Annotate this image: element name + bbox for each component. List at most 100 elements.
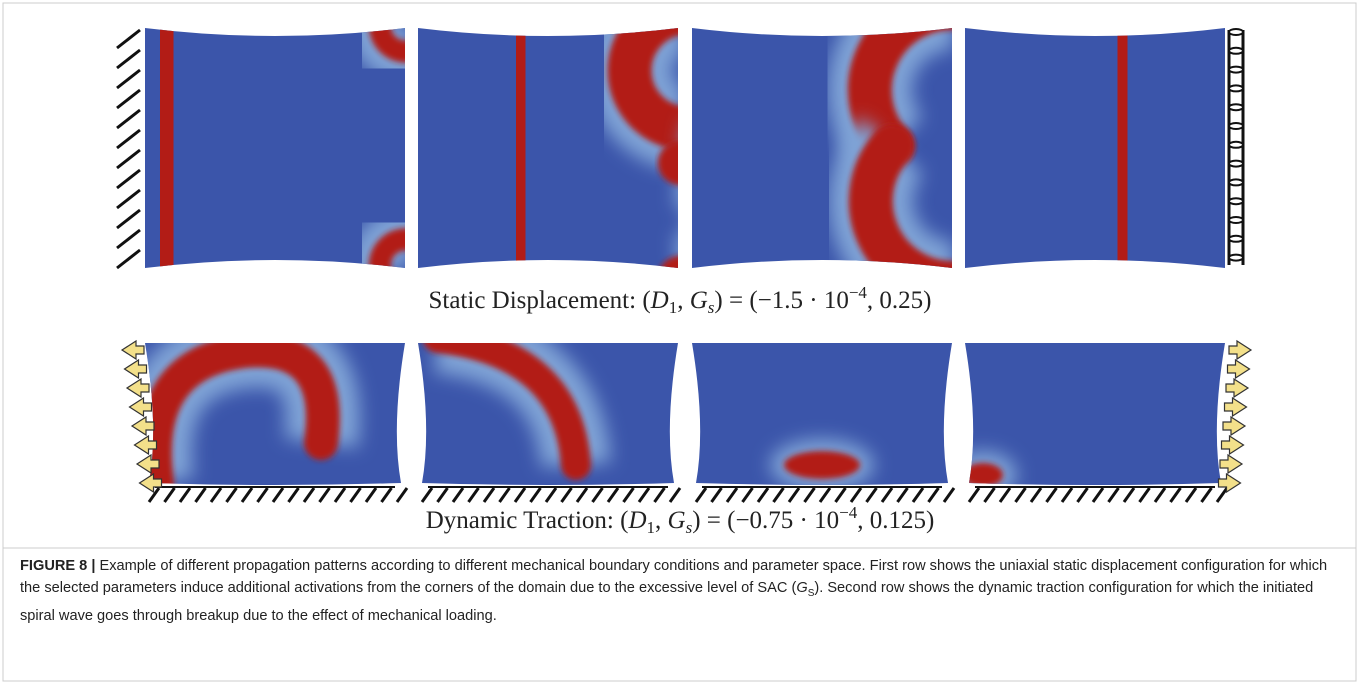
fixed-support-hatch — [851, 488, 861, 502]
label-part: 1 — [647, 518, 656, 537]
simulation-panel — [965, 18, 1235, 273]
traction-arrow — [1220, 455, 1242, 473]
fixed-support-hatch — [453, 488, 463, 502]
fixed-support-hatch — [438, 488, 448, 502]
wave-front — [963, 463, 1003, 487]
fixed-support-hatch — [335, 488, 345, 502]
fixed-support-hatch — [351, 488, 361, 502]
fixed-support-hatch — [696, 488, 706, 502]
caption-label: FIGURE 8 | — [20, 558, 95, 574]
wave-front — [164, 18, 171, 273]
fixed-support-hatch — [382, 488, 392, 502]
fixed-support-hatch — [789, 488, 799, 502]
traction-arrow — [130, 398, 152, 416]
fixed-support-hatch — [712, 488, 722, 502]
roller — [1229, 104, 1243, 110]
fixed-support-hatch — [1031, 488, 1041, 502]
fixed-support-hatch — [1140, 488, 1150, 502]
simulation-panel — [145, 343, 405, 485]
fixed-support-hatch — [727, 488, 737, 502]
label-part: D — [650, 287, 669, 314]
fixed-support-hatch — [805, 488, 815, 502]
fixed-support-hatch — [577, 488, 587, 502]
simulation-panel — [692, 343, 952, 491]
traction-arrow — [1226, 379, 1248, 397]
roller — [1229, 161, 1243, 167]
fixed-support-hatch — [608, 488, 618, 502]
row-label: Static Displacement: (D1, Gs) = (−1.5 · … — [428, 283, 931, 317]
fixed-support-hatch — [117, 210, 140, 228]
fixed-support-hatch — [1016, 488, 1026, 502]
traction-arrow — [132, 417, 154, 435]
fixed-support-hatch — [1047, 488, 1057, 502]
simulation-panel — [418, 338, 678, 485]
fixed-support-hatch — [304, 488, 314, 502]
roller — [1229, 217, 1243, 223]
fixed-support-hatch — [484, 488, 494, 502]
fixed-support-hatch — [882, 488, 892, 502]
simulation-panel — [418, 13, 730, 278]
fixed-support-hatch — [117, 170, 140, 188]
label-part: Dynamic Traction: ( — [426, 507, 629, 534]
fixed-support-hatch — [1000, 488, 1010, 502]
traction-arrow — [1223, 417, 1245, 435]
fixed-support-hatch — [1078, 488, 1088, 502]
fixed-support-hatch — [180, 488, 190, 502]
fixed-support-hatch — [593, 488, 603, 502]
fixed-support-hatch — [469, 488, 479, 502]
label-part: , 0.125) — [857, 507, 934, 534]
roller — [1229, 198, 1243, 204]
fixed-support-hatch — [944, 488, 954, 502]
fixed-support-hatch — [1093, 488, 1103, 502]
caption-text: G — [796, 580, 807, 596]
row-label: Dynamic Traction: (D1, Gs) = (−0.75 · 10… — [426, 503, 935, 537]
fixed-support-hatch — [515, 488, 525, 502]
wave-front — [519, 18, 524, 273]
fixed-support-hatch — [743, 488, 753, 502]
fixed-support-hatch — [258, 488, 268, 502]
label-part: ) = (−0.75 · 10 — [692, 507, 839, 534]
fixed-support-hatch — [1171, 488, 1181, 502]
traction-arrow — [1228, 360, 1250, 378]
fixed-support-hatch — [320, 488, 330, 502]
fixed-support-hatch — [867, 488, 877, 502]
fixed-support-hatch — [117, 250, 140, 268]
fixed-support-hatch — [117, 230, 140, 248]
label-part: , — [677, 287, 690, 314]
fixed-support-hatch — [289, 488, 299, 502]
fixed-support-hatch — [1062, 488, 1072, 502]
fixed-support-hatch — [531, 488, 541, 502]
roller — [1229, 29, 1243, 35]
fixed-support-hatch — [1124, 488, 1134, 502]
fixed-support-hatch — [758, 488, 768, 502]
roller — [1229, 123, 1243, 129]
fixed-support-hatch — [639, 488, 649, 502]
simulation-panel — [949, 343, 1225, 499]
label-part: G — [668, 507, 686, 534]
fixed-support-hatch — [985, 488, 995, 502]
fixed-support-hatch — [196, 488, 206, 502]
fixed-support-hatch — [1155, 488, 1165, 502]
fixed-support-hatch — [1217, 488, 1227, 502]
fixed-support-hatch — [366, 488, 376, 502]
fixed-support-hatch — [117, 130, 140, 148]
traction-arrow — [122, 341, 144, 359]
fixed-support-hatch — [165, 488, 175, 502]
label-part: D — [627, 507, 646, 534]
roller — [1229, 67, 1243, 73]
fixed-support-hatch — [546, 488, 556, 502]
label-part: ) = (−1.5 · 10 — [714, 287, 848, 314]
traction-arrow — [1229, 341, 1251, 359]
fixed-support-hatch — [624, 488, 634, 502]
simulation-panel — [692, 8, 954, 283]
fixed-support-hatch — [1186, 488, 1196, 502]
traction-arrow — [1225, 398, 1247, 416]
fixed-support-hatch — [117, 50, 140, 68]
fixed-support-hatch — [117, 190, 140, 208]
label-part: Static Displacement: ( — [428, 287, 650, 314]
fixed-support-hatch — [655, 488, 665, 502]
fixed-support-hatch — [913, 488, 923, 502]
roller — [1229, 85, 1243, 91]
label-part: −4 — [849, 283, 868, 302]
label-part: , 0.25) — [867, 287, 932, 314]
